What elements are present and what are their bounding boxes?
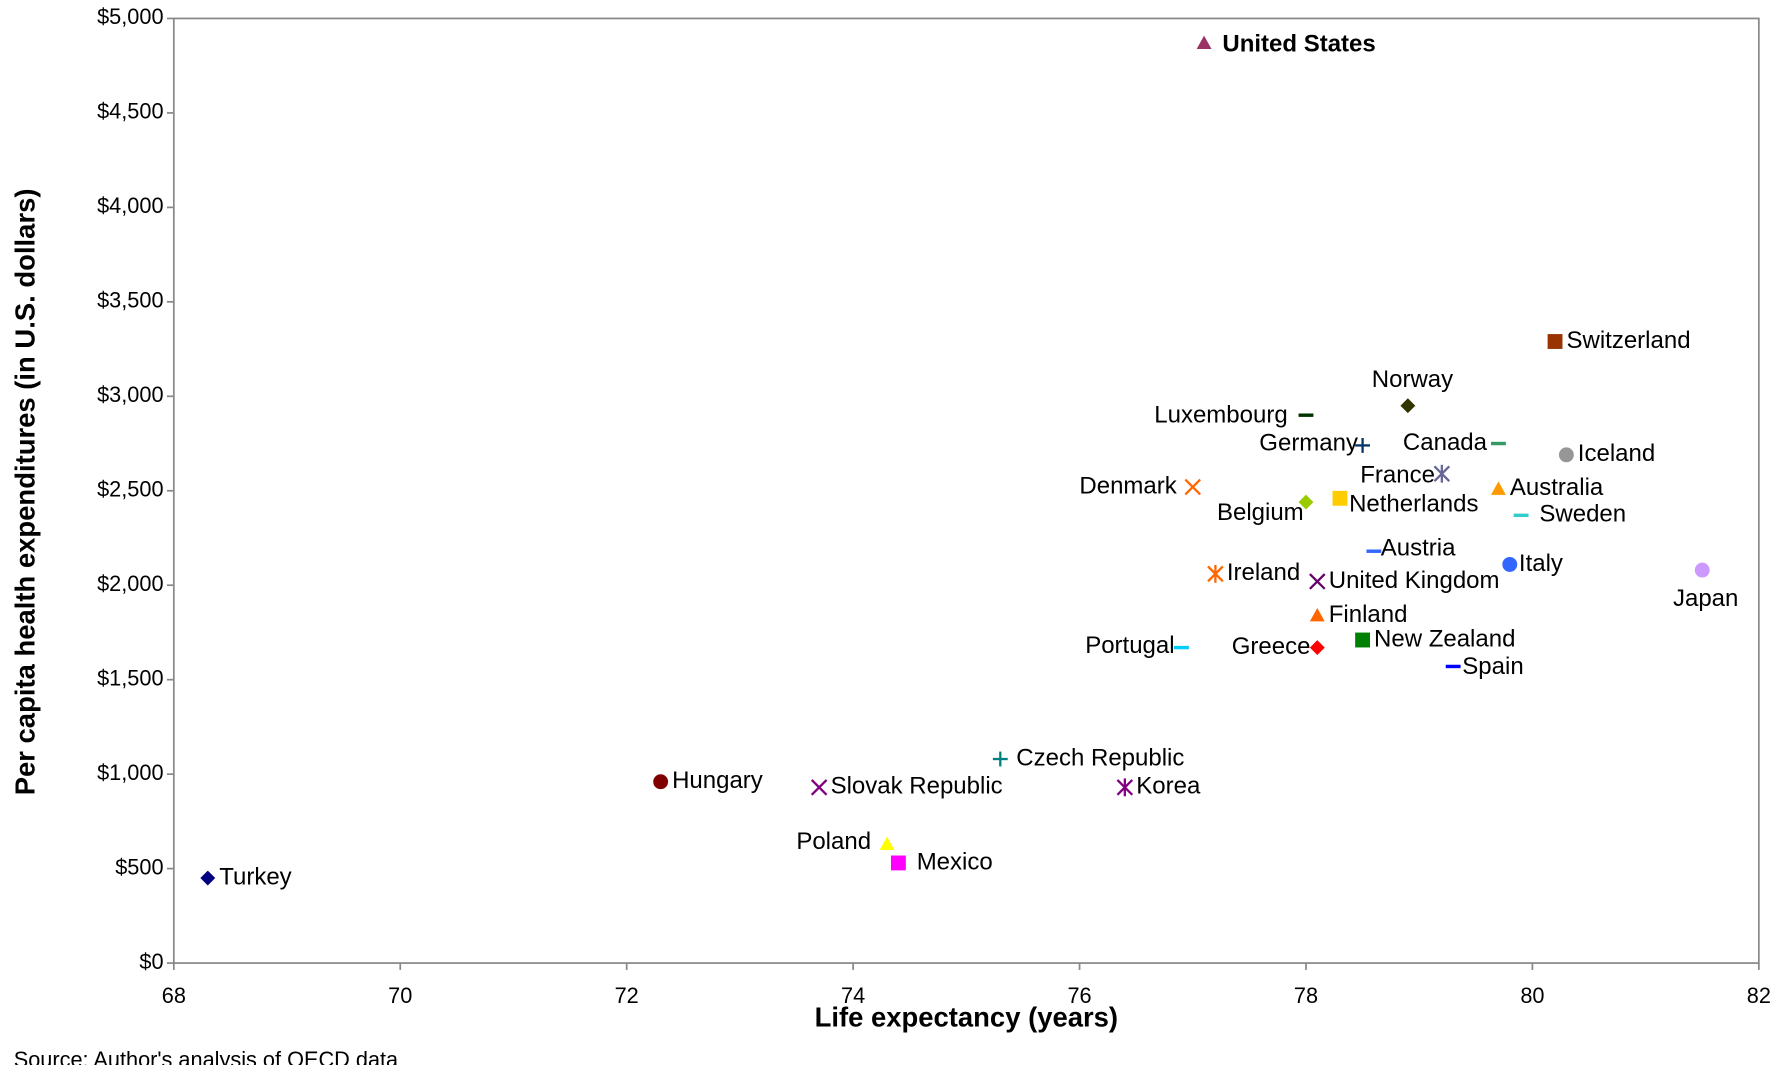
point-label: Greece (1232, 633, 1311, 660)
data-point (879, 836, 895, 850)
y-tick-label: $1,000 (97, 760, 163, 785)
data-point (1491, 481, 1506, 495)
point-label: Luxembourg (1154, 402, 1287, 429)
point-label: Mexico (917, 848, 993, 875)
data-point (1355, 632, 1371, 648)
point-label: Belgium (1217, 499, 1304, 526)
y-tick-label: $4,500 (97, 99, 163, 124)
point-label: Japan (1673, 585, 1738, 612)
marker-shape (890, 855, 906, 871)
y-tick-label: $3,500 (97, 288, 163, 313)
x-tick-label: 72 (615, 983, 639, 1008)
marker-shape (1184, 478, 1202, 496)
point-label: Poland (796, 828, 871, 855)
data-point (1502, 557, 1518, 572)
data-point (1184, 478, 1202, 496)
data-point (1207, 564, 1224, 583)
data-point (1116, 778, 1134, 797)
marker-shape (200, 870, 216, 886)
marker-shape (1196, 35, 1212, 49)
x-tick-label: 68 (162, 983, 186, 1008)
y-tick-label: $500 (115, 854, 163, 879)
point-label: Hungary (672, 767, 763, 794)
data-point (810, 779, 828, 796)
x-tick-label: 78 (1294, 983, 1318, 1008)
x-tick-label: 82 (1747, 983, 1771, 1008)
data-point (1298, 494, 1314, 510)
point-label: Turkey (219, 863, 291, 890)
marker-shape (1558, 447, 1574, 463)
point-label: Slovak Republic (831, 773, 1003, 800)
marker-shape (1355, 632, 1371, 648)
data-point (992, 751, 1008, 767)
point-label: Korea (1136, 773, 1201, 800)
point-label: France (1360, 461, 1435, 488)
point-label: Czech Republic (1016, 744, 1184, 771)
source-note: Source: Author's analysis of OECD data (14, 1047, 399, 1065)
y-tick-label: $3,000 (97, 382, 163, 407)
point-label: Switzerland (1566, 327, 1690, 354)
point-label: Germany (1259, 430, 1358, 457)
marker-shape (879, 836, 895, 850)
point-label: Finland (1329, 601, 1408, 628)
point-label: Canada (1403, 429, 1488, 456)
point-label: New Zealand (1374, 625, 1515, 652)
marker-shape (1309, 608, 1325, 622)
marker-shape (1400, 398, 1416, 414)
y-tick-label: $0 (139, 949, 163, 974)
point-label: Australia (1510, 474, 1604, 501)
point-label: Ireland (1227, 559, 1300, 586)
data-point (1309, 573, 1326, 590)
data-point (1196, 35, 1212, 49)
data-point (1547, 334, 1563, 349)
data-point (200, 870, 216, 886)
point-label: United States (1222, 31, 1375, 58)
data-point (1332, 490, 1348, 506)
y-tick-label: $2,500 (97, 476, 163, 501)
marker-shape (1309, 573, 1326, 590)
x-tick-label: 74 (841, 983, 865, 1008)
marker-shape (1332, 490, 1348, 506)
point-label: Netherlands (1349, 491, 1478, 518)
point-label: Norway (1372, 366, 1453, 393)
point-label: Denmark (1079, 472, 1177, 499)
data-point (890, 855, 906, 871)
point-label: United Kingdom (1329, 567, 1500, 594)
x-axis-title: Life expectancy (years) (815, 1001, 1119, 1032)
y-axis-title: Per capita health expenditures (in U.S. … (10, 188, 41, 795)
y-tick-label: $4,000 (97, 193, 163, 218)
marker-shape (1694, 562, 1710, 578)
data-point (1309, 640, 1325, 655)
point-label: Spain (1462, 653, 1523, 680)
marker-shape (653, 774, 669, 790)
point-label: Sweden (1539, 501, 1626, 528)
data-point (1694, 562, 1710, 578)
y-tick-label: $2,000 (97, 571, 163, 596)
y-tick-label: $1,500 (97, 665, 163, 690)
x-tick-label: 70 (388, 983, 412, 1008)
point-label: Austria (1381, 534, 1456, 561)
marker-shape (1491, 481, 1506, 495)
marker-shape (1547, 334, 1563, 349)
data-point (1400, 398, 1416, 414)
x-tick-label: 76 (1067, 983, 1091, 1008)
data-point (1355, 437, 1371, 453)
marker-shape (1309, 640, 1325, 655)
point-label: Iceland (1578, 440, 1655, 467)
x-tick-label: 80 (1520, 983, 1544, 1008)
point-label: Portugal (1085, 632, 1174, 659)
marker-shape (1298, 494, 1314, 510)
data-point (653, 774, 669, 790)
point-label: Italy (1519, 550, 1563, 577)
data-point (1309, 608, 1325, 622)
marker-shape (810, 779, 828, 796)
y-tick-label: $5,000 (97, 4, 163, 29)
data-point (1433, 464, 1451, 483)
marker-shape (1502, 557, 1518, 572)
data-point (1558, 447, 1574, 463)
